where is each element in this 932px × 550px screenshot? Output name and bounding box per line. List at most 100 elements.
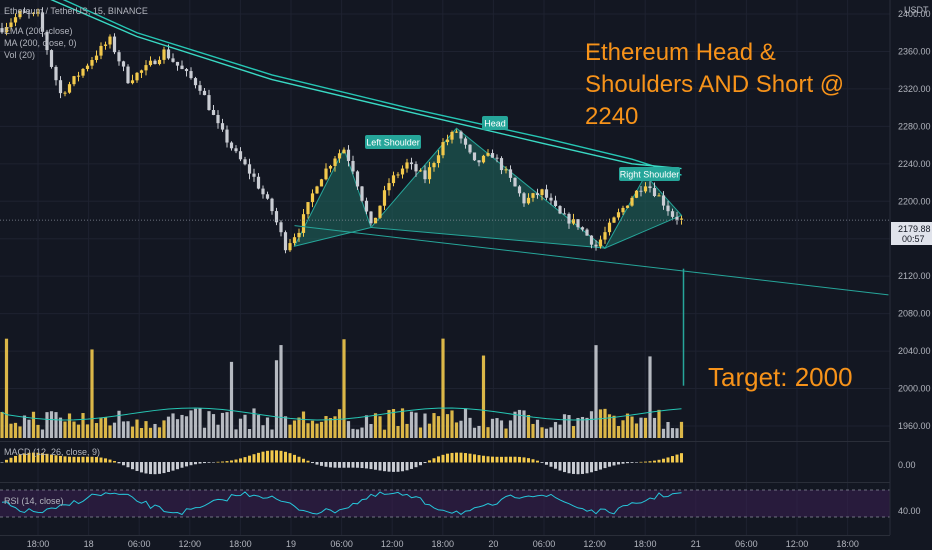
candle-body <box>639 190 643 192</box>
pattern-head <box>369 127 607 249</box>
volume-bar <box>436 416 441 438</box>
macd-bar <box>99 457 103 463</box>
volume-bar <box>360 427 364 438</box>
candle-body <box>661 195 666 206</box>
macd-histogram <box>0 450 683 475</box>
volume-bar <box>193 408 198 438</box>
candle-body <box>162 49 166 60</box>
moving-averages <box>50 0 682 176</box>
candle-body <box>288 243 292 251</box>
volume-bar <box>81 413 85 438</box>
macd-bar <box>252 454 256 463</box>
volume-bar <box>328 418 333 438</box>
candle-body <box>315 186 319 194</box>
volume-bar <box>544 428 549 438</box>
volume-bar <box>351 428 355 438</box>
svg-text:Left Shoulder: Left Shoulder <box>366 138 420 148</box>
macd-bar <box>221 461 224 463</box>
candle-body <box>612 217 616 223</box>
price-tick-label: 2000.00 <box>898 384 931 394</box>
macd-bar <box>212 462 215 463</box>
macd-bar <box>594 462 598 471</box>
candle-body <box>522 193 526 204</box>
volume-bar <box>13 422 18 438</box>
candle-body <box>297 232 301 238</box>
svg-text:Head: Head <box>484 119 506 129</box>
macd-bar <box>320 462 323 466</box>
volume-bar <box>54 412 58 438</box>
volume-bar <box>315 423 319 438</box>
macd-bar <box>585 462 589 474</box>
candle-body <box>4 27 9 33</box>
volume-bar <box>139 427 144 438</box>
price-axis[interactable]: USDT 1960.00 2000.00 2040.00 2080.00 2120.00… <box>889 0 932 550</box>
symbol-label[interactable]: Ethereum / TetherUS, 15, BINANCE <box>4 6 148 16</box>
rsi-band <box>0 490 890 517</box>
volume-bar <box>18 426 22 438</box>
macd-bar <box>18 454 22 463</box>
volume-bar <box>27 419 31 438</box>
macd-bar <box>54 455 58 463</box>
candle-body <box>333 158 337 166</box>
ema-legend[interactable]: EMA (200, close) <box>4 26 73 36</box>
volume-bar <box>432 413 436 438</box>
macd-bar <box>536 460 539 463</box>
candle-body <box>139 70 144 73</box>
macd-bar <box>275 450 278 463</box>
volume-bar <box>234 429 238 438</box>
annotation-title-line-2: Shoulders AND Short @ <box>585 71 844 98</box>
macd-bar <box>675 454 679 463</box>
time-tick-label: 12:00 <box>381 539 404 549</box>
macd-bar <box>27 452 31 463</box>
ma-legend[interactable]: MA (200, close, 0) <box>4 38 77 48</box>
candle-body <box>193 78 198 86</box>
volume-bar <box>418 427 423 438</box>
candle-body <box>126 66 130 84</box>
macd-bar <box>630 462 634 463</box>
volume-bar <box>130 426 135 438</box>
volume-bar <box>441 338 445 438</box>
volume-bar <box>211 414 216 438</box>
volume-bar <box>274 360 279 438</box>
candle-body <box>342 149 346 154</box>
macd-bar <box>603 462 607 469</box>
candle-body <box>549 197 553 201</box>
macd-bar <box>558 462 562 471</box>
candle-body <box>202 90 207 96</box>
candle-body <box>571 219 576 224</box>
candle-body <box>481 155 486 163</box>
volume-legend[interactable]: Vol (20) <box>4 50 35 60</box>
time-axis[interactable]: 18:00 18 06:00 12:00 18:00 19 06:00 12:00 18:00 2… <box>0 535 890 550</box>
macd-bar <box>5 459 8 463</box>
candle-body <box>324 168 328 180</box>
macd-bar <box>117 462 121 464</box>
candle-body <box>81 68 85 76</box>
candle-body <box>567 213 571 224</box>
candle-body <box>675 216 679 220</box>
macd-bar <box>126 462 130 468</box>
candle-body <box>121 61 126 67</box>
candle-countdown: 00:57 <box>902 234 925 244</box>
volume-bar <box>216 424 220 438</box>
macd-bar <box>414 462 418 468</box>
macd-bar <box>509 456 512 463</box>
candle-body <box>576 219 580 228</box>
volume-bar <box>36 424 40 438</box>
time-ticks: 18:00 18 06:00 12:00 18:00 19 06:00 12:00 18:00 2… <box>27 539 859 549</box>
candle-body <box>171 58 175 62</box>
candle-body <box>364 200 369 212</box>
annotation-title-line-1: Ethereum Head & <box>585 39 776 66</box>
chart-legend[interactable]: Ethereum / TetherUS, 15, BINANCE EMA (20… <box>4 6 148 60</box>
volume-bar <box>76 424 81 438</box>
macd-bar <box>270 450 274 463</box>
volume-bar <box>513 411 517 438</box>
macd-bar <box>50 454 53 463</box>
rsi-line <box>1 491 682 516</box>
macd-bar <box>140 462 143 473</box>
candle-body <box>387 183 391 191</box>
macd-bar <box>608 462 611 467</box>
candle-body <box>261 188 265 195</box>
candle-body <box>144 65 148 71</box>
candle-body <box>292 237 297 244</box>
